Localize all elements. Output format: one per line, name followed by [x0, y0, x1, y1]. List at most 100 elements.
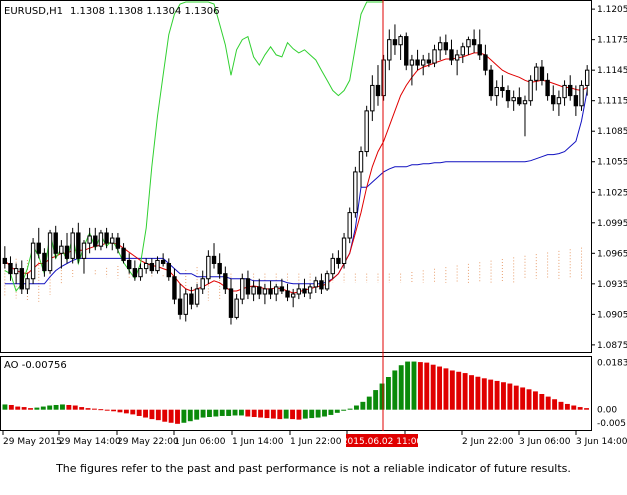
candle-body	[392, 39, 398, 46]
ao-bar	[469, 375, 474, 410]
ao-bar	[207, 409, 212, 418]
candle-body	[64, 245, 70, 259]
price-tick-label: 1.1085	[597, 127, 627, 137]
ao-bar	[149, 409, 155, 420]
ao-bar	[194, 409, 200, 420]
ao-bar	[481, 378, 487, 410]
price-pane[interactable]: EURUSD,H1 1.1308 1.1308 1.1304 1.1306 1.…	[0, 0, 627, 353]
candle-body	[381, 59, 386, 97]
ao-bar	[117, 409, 123, 413]
ao-bar	[187, 409, 193, 422]
candle-body	[556, 97, 562, 105]
candle-body	[375, 84, 381, 97]
ao-bar	[226, 409, 232, 416]
price-tick-label: 1.1115	[597, 97, 627, 107]
ao-bar	[462, 373, 468, 410]
ao-bar	[8, 404, 14, 410]
candle-body	[460, 46, 465, 56]
candle-body	[562, 84, 567, 99]
candle-body	[330, 257, 335, 275]
ao-bar	[507, 383, 513, 410]
candle-body	[274, 286, 279, 295]
ao-bar	[411, 361, 417, 410]
price-tick-label: 1.1175	[597, 36, 627, 46]
ao-bar	[360, 401, 366, 410]
ao-bar	[373, 390, 379, 410]
candle-body	[251, 286, 256, 295]
candle-body	[307, 286, 313, 294]
candle-body	[8, 262, 13, 275]
ao-bar	[162, 409, 168, 422]
candle-body	[189, 293, 194, 305]
ao-bar	[213, 409, 219, 417]
time-tick-label: 29 May 22:00	[117, 437, 179, 447]
candle-body	[223, 273, 228, 290]
candle-body	[296, 288, 302, 295]
time-cursor-label: 2015.06.02 11:00	[342, 434, 422, 447]
candle-body	[522, 100, 528, 105]
time-tick-label: 3 Jun 06:00	[519, 437, 571, 447]
ao-bar	[290, 409, 295, 420]
candle-body	[257, 286, 262, 295]
candle-body	[143, 262, 149, 270]
chart-canvas[interactable]: EURUSD,H1 1.1308 1.1308 1.1304 1.1306 1.…	[0, 0, 627, 460]
ao-bar	[136, 409, 142, 416]
candle-body	[398, 36, 403, 46]
candle-body	[364, 110, 369, 153]
candle-body	[285, 290, 290, 298]
ao-bar	[28, 408, 33, 410]
ao-bar	[85, 408, 91, 410]
ao-bar	[571, 405, 577, 410]
candle-body	[19, 268, 24, 290]
candle-body	[87, 235, 92, 244]
ao-bar	[219, 409, 225, 416]
ao-bar	[520, 387, 526, 410]
candle-body	[494, 86, 499, 97]
candle-body	[517, 97, 522, 105]
ao-bar	[558, 401, 564, 410]
price-tick-label: 1.1055	[597, 158, 627, 168]
candle-body	[234, 298, 239, 318]
candle-body	[262, 288, 268, 295]
ao-bar	[270, 409, 276, 419]
candle-body	[579, 84, 584, 107]
candle-body	[81, 242, 87, 259]
candle-body	[573, 95, 579, 107]
ao-bar	[564, 403, 570, 410]
ao-bar	[354, 405, 359, 410]
ao-bar	[60, 404, 65, 410]
ao-bar	[379, 383, 385, 410]
candle-body	[13, 268, 19, 275]
candle-body	[341, 237, 347, 264]
ao-indicator-pane[interactable]: AO -0.00756 0.01834 0.00 -0.00512	[0, 356, 627, 431]
ao-bar	[513, 385, 519, 410]
ao-bar	[264, 409, 270, 419]
ao-bar	[91, 408, 97, 410]
ao-bar	[424, 362, 430, 410]
candle-body	[98, 232, 104, 247]
ao-bar	[181, 409, 187, 423]
candle-body	[30, 242, 36, 280]
candle-body	[347, 212, 352, 239]
ao-bar	[258, 409, 264, 418]
ao-bar	[251, 409, 257, 418]
candle-body	[415, 59, 420, 66]
ao-bar	[539, 394, 545, 410]
candle-body	[302, 288, 307, 294]
candle-body	[290, 293, 296, 298]
ao-bar	[430, 364, 436, 410]
kijun-line	[4, 90, 588, 285]
candle-body	[454, 54, 460, 61]
ao-bar	[40, 406, 46, 410]
candle-body	[500, 86, 505, 92]
ao-bar	[398, 365, 404, 410]
ao-bar	[238, 409, 244, 416]
candle-body	[240, 278, 245, 300]
candle-body	[42, 252, 47, 272]
candle-body	[370, 84, 375, 112]
ao-bar	[341, 409, 347, 411]
candle-body	[505, 90, 511, 102]
candle-body	[47, 232, 53, 272]
candle-body	[155, 259, 160, 272]
candle-body	[443, 42, 449, 51]
